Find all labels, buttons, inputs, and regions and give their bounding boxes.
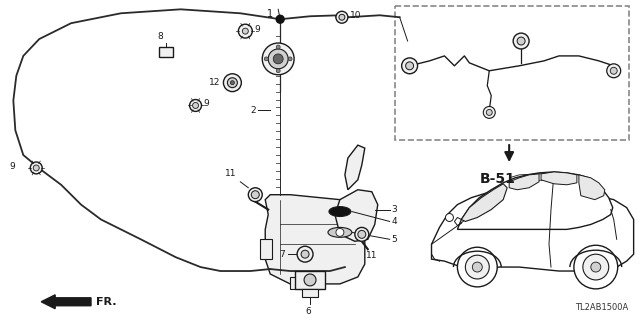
Bar: [395, 6, 628, 140]
Text: 5: 5: [392, 235, 397, 244]
Circle shape: [189, 100, 202, 111]
Circle shape: [610, 67, 617, 74]
Text: 7: 7: [280, 250, 285, 259]
Text: 6: 6: [305, 307, 311, 316]
Circle shape: [252, 191, 259, 199]
Text: 11: 11: [366, 251, 378, 260]
Circle shape: [30, 162, 42, 174]
Circle shape: [336, 11, 348, 23]
Text: 1: 1: [267, 9, 273, 19]
Circle shape: [583, 254, 609, 280]
Circle shape: [355, 228, 369, 241]
Circle shape: [301, 250, 309, 258]
Circle shape: [486, 109, 492, 116]
Polygon shape: [579, 175, 605, 200]
Circle shape: [288, 57, 292, 61]
Bar: [290, 277, 320, 289]
Text: 9: 9: [254, 25, 260, 34]
Text: 4: 4: [392, 217, 397, 226]
Polygon shape: [431, 188, 634, 271]
Bar: [159, 47, 173, 57]
Polygon shape: [335, 190, 378, 241]
Circle shape: [276, 15, 284, 23]
Circle shape: [445, 213, 453, 221]
Polygon shape: [345, 145, 365, 190]
Polygon shape: [461, 184, 507, 221]
Circle shape: [483, 107, 495, 118]
Bar: [302, 289, 318, 297]
Bar: [295, 271, 325, 289]
Circle shape: [472, 262, 483, 272]
Circle shape: [238, 24, 252, 38]
Text: 11: 11: [225, 169, 236, 178]
Circle shape: [513, 33, 529, 49]
Circle shape: [591, 262, 601, 272]
Bar: [260, 239, 272, 259]
Polygon shape: [458, 172, 612, 229]
Circle shape: [243, 28, 248, 34]
Circle shape: [162, 48, 169, 55]
Polygon shape: [541, 172, 577, 185]
Circle shape: [465, 255, 489, 279]
Circle shape: [262, 43, 294, 75]
Text: 8: 8: [158, 32, 164, 41]
Circle shape: [264, 57, 268, 61]
Text: 9: 9: [204, 99, 209, 108]
Circle shape: [276, 69, 280, 73]
Text: 3: 3: [392, 205, 397, 214]
Polygon shape: [265, 195, 365, 284]
Text: FR.: FR.: [96, 297, 116, 307]
Circle shape: [193, 102, 198, 108]
Text: B-51: B-51: [479, 172, 515, 186]
Circle shape: [406, 62, 413, 70]
FancyArrow shape: [41, 295, 91, 309]
Text: 2: 2: [251, 106, 256, 115]
Circle shape: [607, 64, 621, 78]
Text: 10: 10: [350, 11, 362, 20]
Circle shape: [574, 245, 618, 289]
Circle shape: [339, 14, 345, 20]
Circle shape: [402, 58, 417, 74]
Circle shape: [358, 230, 366, 238]
Text: 12: 12: [209, 78, 220, 87]
Circle shape: [223, 74, 241, 92]
Circle shape: [297, 246, 313, 262]
Circle shape: [227, 78, 237, 88]
Ellipse shape: [328, 228, 352, 237]
Ellipse shape: [329, 207, 351, 217]
Circle shape: [33, 165, 39, 171]
Circle shape: [248, 188, 262, 202]
Polygon shape: [509, 174, 539, 190]
Circle shape: [517, 37, 525, 45]
Text: 9: 9: [10, 163, 15, 172]
Circle shape: [276, 45, 280, 49]
Text: TL2AB1500A: TL2AB1500A: [575, 303, 628, 312]
Circle shape: [273, 54, 283, 64]
Circle shape: [336, 228, 344, 236]
Circle shape: [268, 49, 288, 69]
Circle shape: [304, 274, 316, 286]
Circle shape: [230, 81, 234, 85]
Circle shape: [458, 247, 497, 287]
